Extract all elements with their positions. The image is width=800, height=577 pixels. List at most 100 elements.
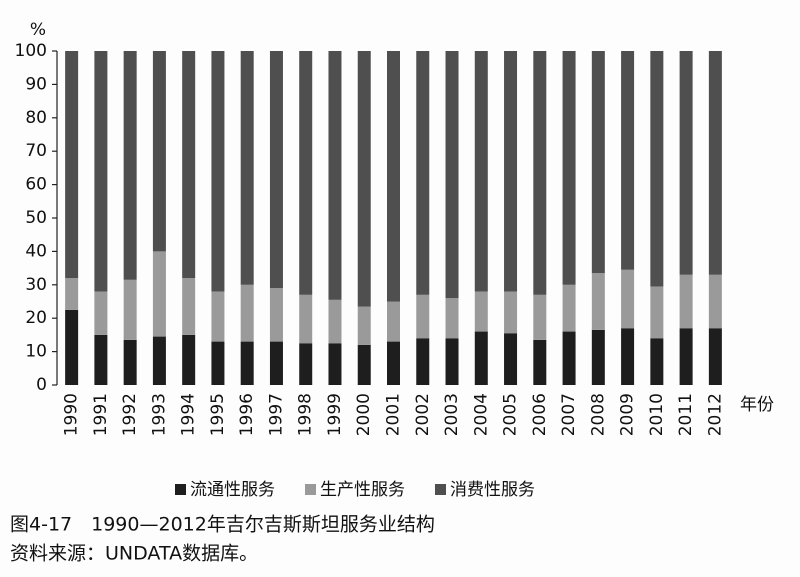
bar-segment	[94, 334, 108, 385]
bar-segment	[328, 343, 342, 385]
bar-segment	[650, 338, 664, 385]
y-tick-label: 10	[25, 342, 47, 362]
bar-segment	[269, 341, 283, 385]
bar-segment	[650, 51, 664, 287]
bar-segment	[387, 301, 400, 342]
bar-segment	[152, 51, 166, 252]
bar-segment	[416, 51, 430, 295]
legend-label: 消费性服务	[450, 480, 535, 500]
x-tick-label: 2000	[354, 393, 374, 436]
bar-segment	[445, 338, 459, 385]
bar-segment	[621, 269, 635, 329]
bar-segment	[299, 294, 313, 344]
bar-segment	[621, 328, 635, 385]
x-tick-label: 2008	[588, 393, 608, 436]
bar-segment	[299, 51, 313, 295]
y-unit: %	[30, 20, 46, 40]
bar-segment	[650, 286, 664, 339]
bar-segment	[591, 273, 605, 330]
bar-segment	[445, 51, 459, 299]
bar-segment	[708, 274, 722, 329]
bar-segment	[65, 309, 79, 385]
bar-segment	[562, 331, 576, 385]
x-tick-label: 2006	[530, 393, 550, 436]
x-tick-label: 2001	[384, 393, 404, 436]
legend-swatch	[435, 484, 446, 495]
x-tick-label: 1994	[179, 393, 199, 436]
bar-segment	[387, 51, 400, 302]
x-tick-label: 1996	[237, 393, 257, 436]
bar-segment	[474, 51, 488, 292]
bar-segment	[182, 51, 196, 279]
bar-segment	[708, 51, 722, 275]
bar-segment	[357, 306, 371, 345]
x-axis-label: 年份	[740, 395, 774, 415]
x-tick-label: 2010	[647, 393, 667, 436]
legend-label: 生产性服务	[320, 480, 405, 500]
bar-segment	[328, 51, 342, 300]
bar-segment	[504, 291, 518, 334]
bar-segment	[94, 51, 108, 292]
bar-segment	[679, 274, 693, 329]
bar-segment	[474, 291, 488, 332]
bar-segment	[591, 51, 605, 274]
bar-segment	[708, 328, 722, 385]
bar-segment	[533, 339, 547, 385]
bar-segment	[240, 51, 254, 285]
legend-label: 流通性服务	[190, 480, 275, 500]
bar-segment	[152, 251, 166, 337]
source: 资料来源：UNDATA数据库。	[10, 543, 258, 565]
bar-segment	[504, 333, 518, 385]
y-tick-label: 100	[15, 41, 47, 61]
legend-swatch	[305, 484, 316, 495]
bar-segment	[562, 284, 576, 332]
x-tick-label: 2005	[501, 393, 521, 436]
y-tick-label: 0	[36, 375, 47, 395]
bar-segment	[94, 291, 108, 335]
bar-segment	[240, 284, 254, 342]
bar-segment	[240, 341, 254, 385]
caption: 图4-17 1990—2012年吉尔吉斯斯坦服务业结构	[10, 514, 435, 536]
bar-segment	[357, 344, 371, 385]
y-tick-label: 60	[25, 175, 47, 195]
bar-segment	[65, 278, 79, 310]
bar-segment	[387, 341, 400, 385]
y-tick-label: 70	[25, 141, 47, 161]
bar-segment	[123, 339, 137, 385]
y-tick-label: 80	[25, 108, 47, 128]
x-tick-label: 1991	[91, 393, 111, 436]
bar-segment	[182, 278, 196, 335]
legend-swatch	[175, 484, 186, 495]
bar-segment	[621, 51, 635, 270]
bar-segment	[123, 51, 137, 280]
y-tick-label: 50	[25, 208, 47, 228]
x-tick-label: 2012	[705, 393, 725, 436]
bar-segment	[123, 279, 137, 340]
bar-segment	[533, 51, 547, 295]
bar-segment	[445, 298, 459, 339]
x-tick-label: 2003	[442, 393, 462, 436]
x-tick-label: 2002	[413, 393, 433, 436]
bar-segment	[416, 294, 430, 339]
bar-segment	[182, 334, 196, 385]
bar-segment	[211, 51, 225, 292]
y-tick-label: 20	[25, 308, 47, 328]
x-tick-label: 2007	[559, 393, 579, 436]
x-tick-label: 1995	[208, 393, 228, 436]
y-tick-label: 30	[25, 275, 47, 295]
x-tick-label: 1990	[62, 393, 82, 436]
x-tick-label: 2004	[471, 393, 491, 436]
bar-segment	[533, 294, 547, 340]
bar-segment	[357, 51, 371, 307]
bar-segment	[679, 328, 693, 385]
bar-segment	[328, 299, 342, 344]
bar-segment	[299, 343, 313, 385]
x-tick-label: 1993	[149, 393, 169, 436]
x-tick-label: 1992	[120, 393, 140, 436]
bar-segment	[152, 336, 166, 385]
bar-segment	[416, 338, 430, 385]
x-tick-label: 1997	[266, 393, 286, 436]
bar-segment	[679, 51, 693, 275]
bar-segment	[591, 329, 605, 385]
